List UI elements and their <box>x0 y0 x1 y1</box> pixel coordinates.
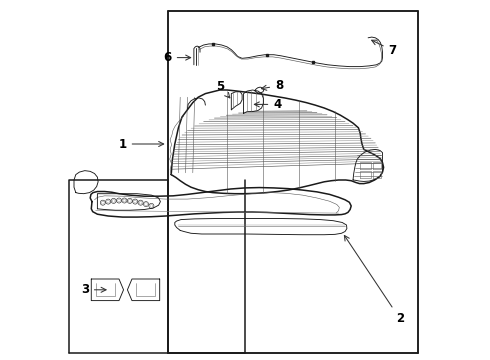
Text: 6: 6 <box>164 51 191 64</box>
Text: 7: 7 <box>372 40 397 57</box>
Text: 1: 1 <box>119 138 164 150</box>
Text: 5: 5 <box>216 80 230 98</box>
Text: 2: 2 <box>344 235 404 325</box>
Text: 3: 3 <box>81 283 106 296</box>
Text: 8: 8 <box>262 79 283 92</box>
Text: 4: 4 <box>254 98 282 111</box>
